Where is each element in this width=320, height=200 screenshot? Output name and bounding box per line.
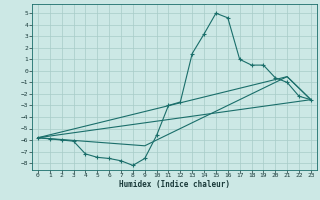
X-axis label: Humidex (Indice chaleur): Humidex (Indice chaleur) (119, 180, 230, 189)
